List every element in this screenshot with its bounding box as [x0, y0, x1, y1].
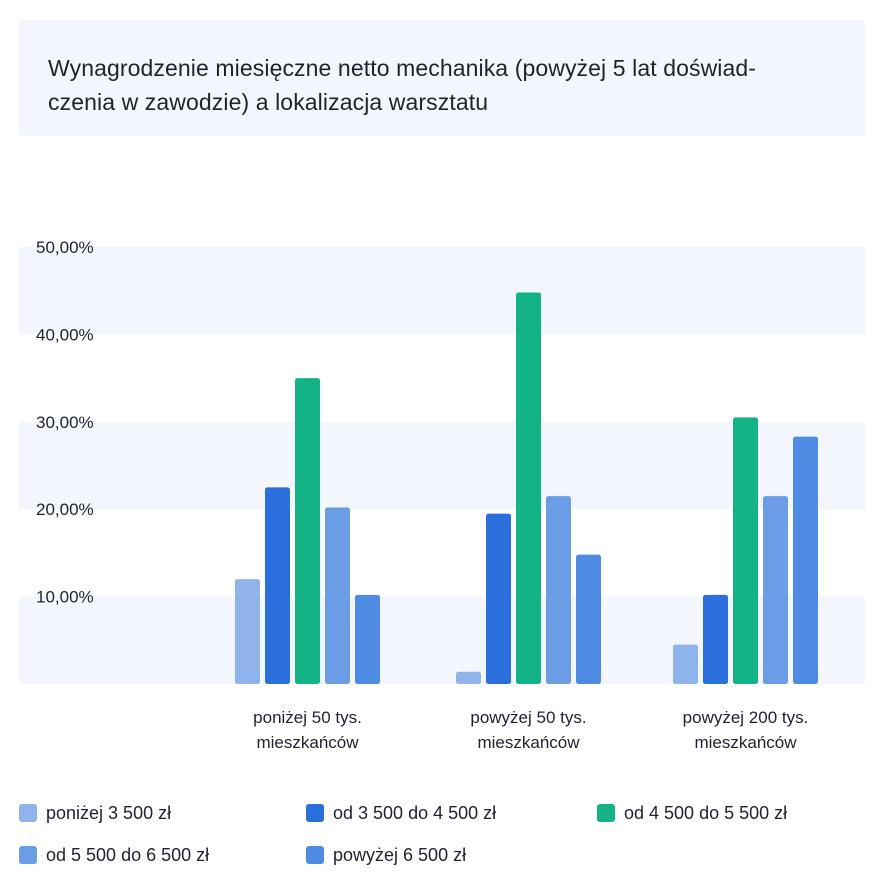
- legend-label: od 4 500 do 5 500 zł: [624, 803, 787, 823]
- legend-label: od 3 500 do 4 500 zł: [333, 803, 496, 823]
- legend-swatch: [19, 846, 37, 864]
- bar: [793, 436, 818, 684]
- bar: [546, 496, 571, 684]
- grid-band: [19, 247, 865, 335]
- legend-label: od 5 500 do 6 500 zł: [46, 845, 209, 865]
- chart-title-line-1: Wynagrodzenie miesięczne netto mechanika…: [48, 55, 757, 81]
- bar: [576, 554, 601, 684]
- legend-swatch: [597, 804, 615, 822]
- bar: [763, 496, 788, 684]
- chart-title-box: Wynagrodzenie miesięczne netto mechanika…: [19, 20, 865, 136]
- legend-label: poniżej 3 500 zł: [46, 803, 171, 823]
- bar: [486, 513, 511, 684]
- bar: [325, 507, 350, 684]
- x-category-label: mieszkańców: [256, 733, 359, 752]
- bar: [456, 671, 481, 684]
- bar: [295, 378, 320, 684]
- x-category-label: mieszkańców: [694, 733, 797, 752]
- y-tick-label: 50,00%: [36, 238, 94, 257]
- grid-band: [19, 421, 865, 510]
- bar: [673, 644, 698, 684]
- bar: [703, 594, 728, 684]
- chart-title: Wynagrodzenie miesięczne netto mechanika…: [48, 51, 841, 119]
- bar: [355, 594, 380, 684]
- bar: [265, 487, 290, 684]
- y-tick-label: 10,00%: [36, 588, 94, 607]
- y-tick-label: 20,00%: [36, 500, 94, 519]
- bar: [733, 417, 758, 684]
- bar: [516, 292, 541, 684]
- legend-swatch: [19, 804, 37, 822]
- y-tick-label: 30,00%: [36, 413, 94, 432]
- legend-swatch: [306, 804, 324, 822]
- bar: [235, 579, 260, 684]
- x-category-label: mieszkańców: [477, 733, 580, 752]
- y-tick-label: 40,00%: [36, 325, 94, 344]
- legend-swatch: [306, 846, 324, 864]
- x-category-label: poniżej 50 tys.: [253, 708, 362, 727]
- x-category-label: powyżej 50 tys.: [470, 708, 586, 727]
- x-category-label: powyżej 200 tys.: [683, 708, 809, 727]
- legend-label: powyżej 6 500 zł: [333, 845, 466, 865]
- chart-title-line-2: czenia w zawodzie) a lokalizacja warszta…: [48, 89, 489, 115]
